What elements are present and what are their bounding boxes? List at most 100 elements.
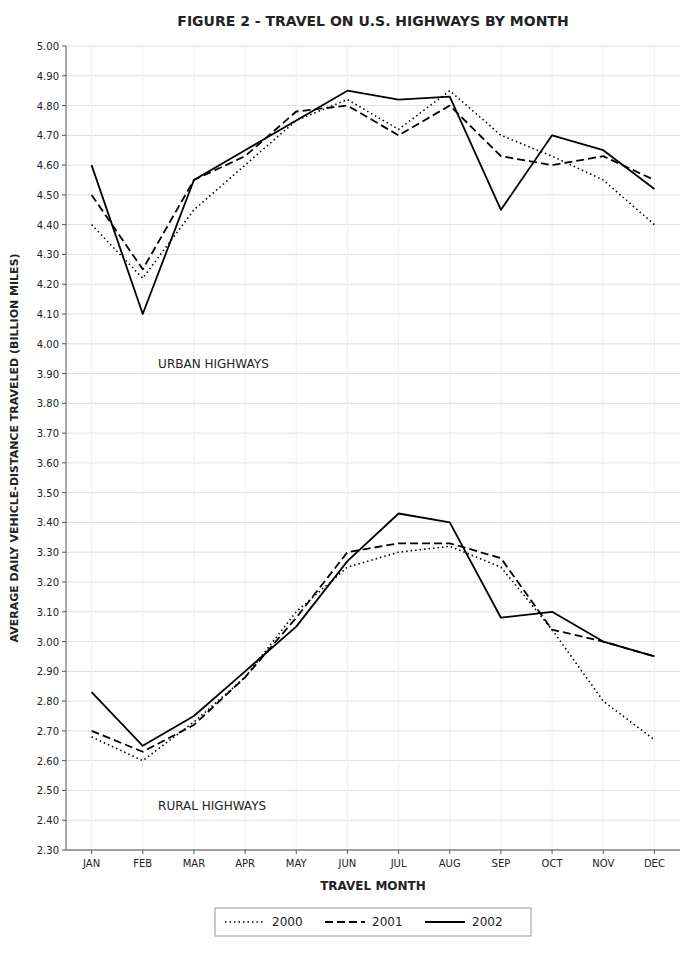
lines [92, 91, 655, 761]
y-tick [62, 46, 66, 47]
x-tick [654, 850, 655, 854]
x-grid-line [654, 46, 655, 850]
y-tick [62, 314, 66, 315]
grid [66, 46, 680, 850]
y-tick-label: 4.20 [37, 279, 59, 290]
y-grid-line [66, 522, 680, 523]
y-grid-line [66, 314, 680, 315]
y-tick [62, 671, 66, 672]
x-tick-label: DEC [644, 858, 665, 869]
y-grid-line [66, 433, 680, 434]
annotation: URBAN HIGHWAYS [158, 357, 269, 371]
series-line [92, 91, 655, 314]
chart-container: FIGURE 2 - TRAVEL ON U.S. HIGHWAYS BY MO… [0, 0, 694, 966]
y-grid-line [66, 701, 680, 702]
y-grid-line [66, 254, 680, 255]
y-grid-line [66, 730, 680, 731]
y-grid-line [66, 194, 680, 195]
y-tick-label: 2.80 [37, 696, 59, 707]
y-tick-label: 3.00 [37, 637, 59, 648]
chart-svg: FIGURE 2 - TRAVEL ON U.S. HIGHWAYS BY MO… [0, 0, 694, 966]
y-tick-label: 4.50 [37, 190, 59, 201]
x-grid-line [347, 46, 348, 850]
y-tick [62, 760, 66, 761]
y-tick [62, 522, 66, 523]
x-tick-label: JUL [390, 858, 407, 869]
y-axis-label: AVERAGE DAILY VEHICLE-DISTANCE TRAVELED … [8, 253, 21, 642]
y-grid-line [66, 552, 680, 553]
y-tick-label: 4.30 [37, 249, 59, 260]
y-tick [62, 105, 66, 106]
y-grid-line [66, 46, 680, 47]
y-tick [62, 492, 66, 493]
y-tick-label: 3.20 [37, 577, 59, 588]
y-grid-line [66, 760, 680, 761]
y-tick-label: 2.90 [37, 666, 59, 677]
y-grid-line [66, 611, 680, 612]
y-tick [62, 790, 66, 791]
x-tick [500, 850, 501, 854]
x-tick-label: AUG [439, 858, 461, 869]
legend-swatch [325, 921, 365, 923]
y-grid-line [66, 850, 680, 851]
y-tick-label: 3.90 [37, 369, 59, 380]
y-tick-label: 2.40 [37, 815, 59, 826]
x-grid-line [398, 46, 399, 850]
x-tick [398, 850, 399, 854]
series-line [92, 546, 655, 760]
x-tick [193, 850, 194, 854]
legend-swatch [425, 921, 465, 923]
x-axis-label: TRAVEL MONTH [320, 879, 426, 893]
y-grid-line [66, 165, 680, 166]
x-tick [245, 850, 246, 854]
series-line [92, 514, 655, 746]
y-tick [62, 582, 66, 583]
y-tick [62, 254, 66, 255]
y-tick-label: 3.30 [37, 547, 59, 558]
legend-label: 2002 [472, 915, 503, 929]
y-tick-label: 3.70 [37, 428, 59, 439]
y-tick [62, 730, 66, 731]
y-tick-label: 2.50 [37, 785, 59, 796]
x-tick [296, 850, 297, 854]
y-tick-label: 3.60 [37, 458, 59, 469]
y-tick-label: 3.50 [37, 488, 59, 499]
y-tick-label: 4.80 [37, 101, 59, 112]
y-grid-line [66, 403, 680, 404]
legend-box [215, 908, 531, 936]
y-grid-line [66, 671, 680, 672]
y-grid-line [66, 343, 680, 344]
x-tick-label: NOV [592, 858, 614, 869]
x-tick-label: MAY [286, 858, 308, 869]
y-tick [62, 850, 66, 851]
y-tick-label: 4.40 [37, 220, 59, 231]
y-grid-line [66, 284, 680, 285]
x-axis-line [66, 850, 680, 851]
chart-title: FIGURE 2 - TRAVEL ON U.S. HIGHWAYS BY MO… [177, 13, 568, 29]
series-line [92, 91, 655, 279]
y-tick-label: 3.40 [37, 517, 59, 528]
y-tick-label: 4.90 [37, 71, 59, 82]
axes: 2.302.402.502.602.702.802.903.003.103.20… [37, 41, 680, 869]
y-grid-line [66, 641, 680, 642]
y-grid-line [66, 373, 680, 374]
legend-swatch [225, 921, 265, 923]
x-grid-line [245, 46, 246, 850]
y-tick [62, 284, 66, 285]
x-grid-line [449, 46, 450, 850]
x-tick [552, 850, 553, 854]
y-tick-label: 3.10 [37, 607, 59, 618]
y-grid-line [66, 492, 680, 493]
x-tick-label: OCT [542, 858, 564, 869]
y-grid-line [66, 790, 680, 791]
x-tick-label: SEP [492, 858, 511, 869]
y-tick [62, 820, 66, 821]
x-tick-label: FEB [133, 858, 152, 869]
y-tick [62, 135, 66, 136]
x-tick-label: JUN [338, 858, 357, 869]
x-tick [142, 850, 143, 854]
y-tick [62, 224, 66, 225]
y-tick-label: 4.70 [37, 130, 59, 141]
background [0, 0, 694, 966]
y-grid-line [66, 820, 680, 821]
